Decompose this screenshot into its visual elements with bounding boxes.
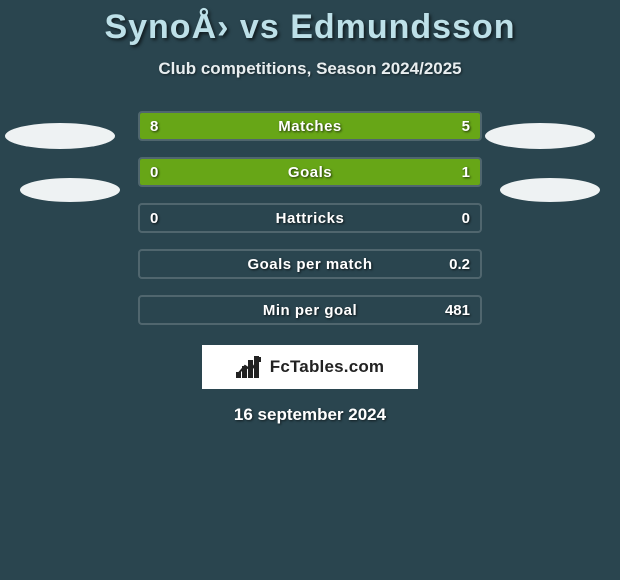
source-badge: FcTables.com	[202, 345, 418, 389]
stat-value-right: 0.2	[449, 256, 470, 273]
title-player2: Edmundsson	[290, 8, 515, 46]
stat-row: 8 Matches 5	[138, 111, 482, 141]
stat-metric: Min per goal	[263, 302, 357, 319]
subtitle: Club competitions, Season 2024/2025	[0, 59, 620, 79]
stat-row: Goals per match 0.2	[138, 249, 482, 279]
date: 16 september 2024	[0, 405, 620, 425]
bar-fill-right	[205, 159, 480, 185]
decorative-ellipse	[20, 178, 120, 202]
decorative-ellipse	[500, 178, 600, 202]
stat-row: Min per goal 481	[138, 295, 482, 325]
stat-value-right: 0	[462, 210, 470, 227]
decorative-ellipse	[5, 123, 115, 149]
stat-row: 0 Goals 1	[138, 157, 482, 187]
title-vs: vs	[240, 8, 280, 46]
badge-text: FcTables.com	[270, 357, 385, 377]
stat-value-left: 0	[150, 164, 158, 181]
title-player1: SynoÅ›	[104, 8, 229, 46]
stat-metric: Matches	[278, 118, 342, 135]
icon-trend-line	[236, 356, 264, 378]
stat-value-left: 0	[150, 210, 158, 227]
stat-value-right: 5	[462, 118, 470, 135]
stat-row: 0 Hattricks 0	[138, 203, 482, 233]
stat-metric: Goals	[288, 164, 332, 181]
bar-fill-right	[349, 113, 480, 139]
stat-value-right: 1	[462, 164, 470, 181]
bar-chart-icon	[236, 356, 264, 378]
decorative-ellipse	[485, 123, 595, 149]
page-title: SynoÅ› vs Edmundsson	[0, 0, 620, 47]
stat-value-left: 8	[150, 118, 158, 135]
stat-metric: Hattricks	[276, 210, 345, 227]
stat-value-right: 481	[445, 302, 470, 319]
stat-metric: Goals per match	[247, 256, 372, 273]
